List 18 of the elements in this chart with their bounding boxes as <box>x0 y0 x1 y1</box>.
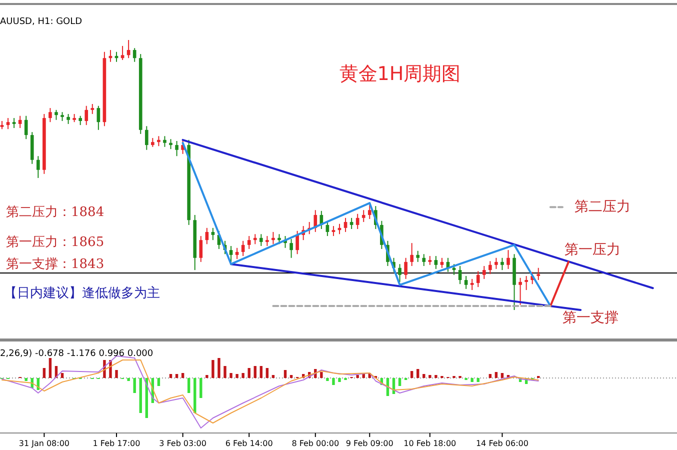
text: 黄金1H周期图 <box>339 63 461 85</box>
annotation: 第二压力：1884 <box>6 205 104 220</box>
x-tick-label: 1 Feb 17:00 <box>92 439 140 448</box>
text: AUUSD, H1: GOLD <box>0 17 82 27</box>
series-label: 第一支撑 <box>562 310 618 326</box>
series-label: 第一压力 <box>564 242 621 258</box>
x-tick-label: 9 Feb 09:00 <box>346 439 394 448</box>
x-tick-label: 31 Jan 08:00 <box>18 439 70 448</box>
annotation: 第一支撑：1843 <box>6 257 104 272</box>
x-tick-label: 8 Feb 00:00 <box>292 439 340 448</box>
chart-title: 2,26,9) -0.678 -1.176 0.996 0.000 <box>0 349 154 359</box>
x-tick-label: 6 Feb 14:00 <box>225 439 273 448</box>
x-tick-label: 3 Feb 03:00 <box>159 439 207 448</box>
x-tick-label: 14 Feb 06:00 <box>476 439 528 448</box>
x-tick-label: 10 Feb 18:00 <box>404 439 456 448</box>
annotation: 【日内建议】逢低做多为主 <box>4 285 160 301</box>
annotation: 第一压力：1865 <box>6 235 104 250</box>
series-label: 第二压力 <box>574 199 630 216</box>
